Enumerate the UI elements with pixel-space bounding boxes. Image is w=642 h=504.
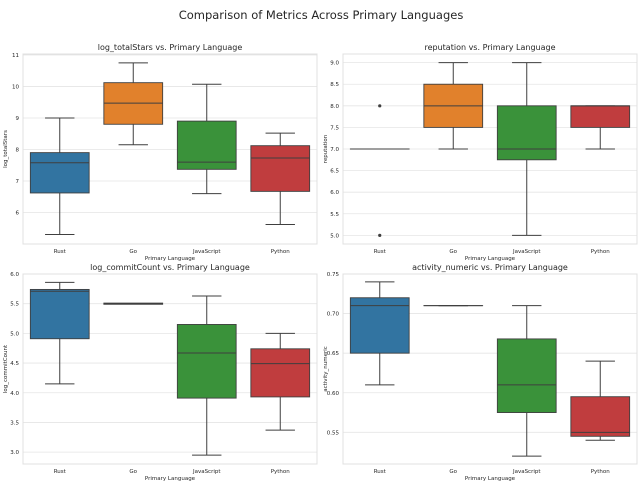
x-tick-label: Rust: [54, 469, 67, 475]
y-tick-label: 10: [12, 84, 19, 90]
box-javascript: [497, 306, 556, 456]
x-tick-label: JavaScript: [512, 469, 541, 475]
y-tick-label: 4.5: [10, 361, 19, 367]
y-tick-label: 5.5: [10, 302, 19, 308]
box-rust: [30, 282, 89, 384]
y-tick-label: 0.55: [327, 430, 340, 436]
x-tick-label: JavaScript: [192, 249, 221, 255]
iqr-box: [571, 397, 630, 437]
y-tick-label: 7: [16, 179, 20, 185]
outlier-point: [378, 234, 381, 237]
subplot-title: log_commitCount vs. Primary Language: [90, 263, 250, 272]
x-axis-label: Primary Language: [145, 256, 196, 262]
y-axis-label: reputation: [323, 134, 329, 163]
iqr-box: [251, 349, 310, 397]
y-tick-label: 8: [16, 147, 20, 153]
y-tick-label: 3.0: [10, 450, 19, 456]
x-tick-label: Python: [591, 469, 611, 475]
subplot-title: activity_numeric vs. Primary Language: [412, 263, 568, 272]
box-javascript: [177, 296, 236, 455]
box-javascript: [177, 84, 236, 193]
y-tick-label: 6.0: [330, 190, 339, 196]
iqr-box: [177, 324, 236, 398]
y-tick-label: 0.75: [327, 272, 340, 278]
x-tick-label: JavaScript: [192, 469, 221, 475]
x-tick-label: JavaScript: [512, 249, 541, 255]
y-tick-label: 11: [12, 53, 19, 59]
box-go: [104, 63, 163, 145]
x-tick-label: Go: [449, 249, 457, 255]
subplot-1: 6 7 8 9 10 11 Rust Go JavaScript Python log_totalS…: [3, 43, 317, 262]
x-tick-label: Rust: [374, 249, 387, 255]
box-python: [571, 361, 630, 440]
iqr-box: [497, 339, 556, 413]
y-tick-label: 8.5: [330, 82, 339, 88]
x-tick-label: Go: [129, 469, 137, 475]
subplot-2: 5.0 5.5 6.0 6.5 7.0 7.5 8.0 8.5 9.0 Rust Go JavaScr…: [323, 43, 637, 262]
box-go: [424, 63, 483, 149]
iqr-box: [571, 106, 630, 128]
box-javascript: [497, 63, 556, 236]
x-tick-label: Python: [271, 469, 291, 475]
y-axis-label: log_totalStars: [3, 130, 9, 168]
y-tick-label: 5.5: [330, 212, 339, 218]
x-axis-label: Primary Language: [465, 476, 516, 482]
box-go: [104, 303, 163, 304]
x-tick-label: Go: [129, 249, 137, 255]
box-rust: [30, 118, 89, 235]
y-tick-label: 7.0: [330, 147, 339, 153]
x-tick-label: Rust: [374, 469, 387, 475]
iqr-box: [30, 153, 89, 193]
y-tick-label: 9: [16, 116, 20, 122]
subplot-3: 3.0 3.5 4.0 4.5 5.0 5.5 6.0 Rust Go JavaScript Pyt…: [3, 263, 317, 482]
subplot-title: reputation vs. Primary Language: [424, 43, 555, 52]
y-tick-label: 8.0: [330, 104, 339, 110]
iqr-box: [251, 146, 310, 192]
figure-title: Comparison of Metrics Across Primary Lan…: [179, 8, 464, 22]
y-axis-label: activity_numeric: [323, 346, 329, 392]
y-tick-label: 6.0: [10, 272, 19, 278]
x-axis-label: Primary Language: [465, 256, 516, 262]
y-tick-label: 9.0: [330, 61, 339, 67]
box-python: [571, 106, 630, 149]
outlier-point: [378, 104, 381, 107]
x-tick-label: Python: [271, 249, 291, 255]
y-tick-label: 7.5: [330, 125, 339, 131]
y-tick-label: 0.70: [327, 312, 340, 318]
box-python: [251, 133, 310, 224]
iqr-box: [497, 106, 556, 160]
y-tick-label: 4.0: [10, 391, 19, 397]
y-tick-label: 5.0: [10, 331, 19, 337]
x-tick-label: Rust: [54, 249, 67, 255]
iqr-box: [30, 289, 89, 338]
x-tick-label: Python: [591, 249, 611, 255]
y-tick-label: 6.5: [330, 169, 339, 175]
box-python: [251, 333, 310, 430]
y-tick-label: 3.5: [10, 420, 19, 426]
x-axis-label: Primary Language: [145, 476, 196, 482]
x-tick-label: Go: [449, 469, 457, 475]
y-tick-label: 5.0: [330, 233, 339, 239]
subplot-title: log_totalStars vs. Primary Language: [98, 43, 243, 52]
y-axis-label: log_commitCount: [3, 344, 9, 393]
box-rust: [350, 282, 409, 385]
y-tick-label: 6: [16, 210, 20, 216]
